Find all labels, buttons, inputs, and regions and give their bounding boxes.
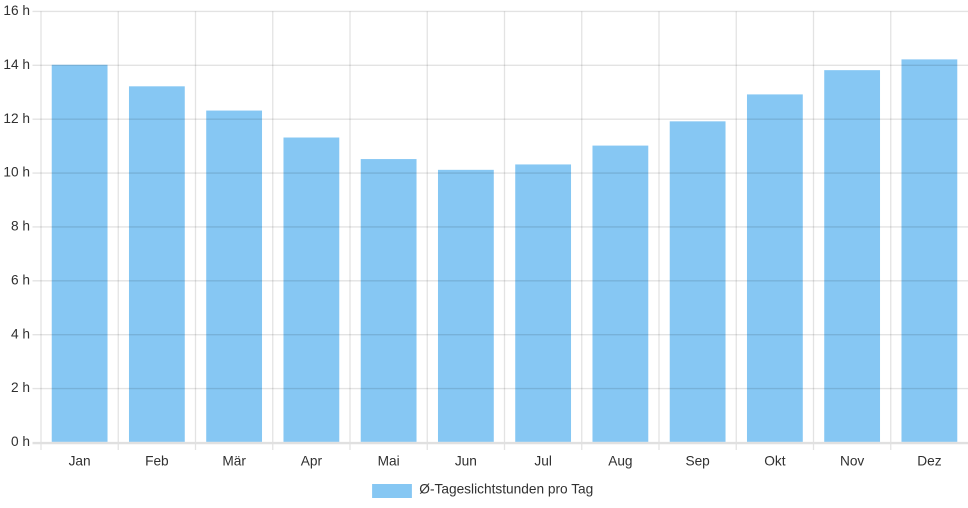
svg-text:Apr: Apr: [301, 454, 323, 469]
svg-text:Okt: Okt: [764, 454, 785, 469]
svg-text:14 h: 14 h: [3, 57, 30, 72]
svg-text:16 h: 16 h: [3, 3, 30, 18]
svg-text:2 h: 2 h: [11, 380, 30, 395]
svg-text:Nov: Nov: [840, 454, 864, 469]
svg-text:4 h: 4 h: [11, 326, 30, 341]
svg-text:Dez: Dez: [917, 454, 941, 469]
svg-text:10 h: 10 h: [3, 165, 30, 180]
svg-text:Mär: Mär: [222, 454, 246, 469]
svg-text:12 h: 12 h: [3, 111, 30, 126]
svg-text:Aug: Aug: [608, 454, 632, 469]
svg-text:Feb: Feb: [145, 454, 169, 469]
svg-text:Jun: Jun: [455, 454, 477, 469]
svg-text:6 h: 6 h: [11, 272, 30, 287]
svg-text:Ø-Tageslichtstunden pro Tag: Ø-Tageslichtstunden pro Tag: [419, 481, 593, 496]
svg-text:Mai: Mai: [378, 454, 400, 469]
svg-text:Jul: Jul: [534, 454, 552, 469]
svg-text:Sep: Sep: [685, 454, 710, 469]
svg-text:0 h: 0 h: [11, 434, 30, 449]
svg-text:8 h: 8 h: [11, 219, 30, 234]
svg-text:Jan: Jan: [69, 454, 91, 469]
